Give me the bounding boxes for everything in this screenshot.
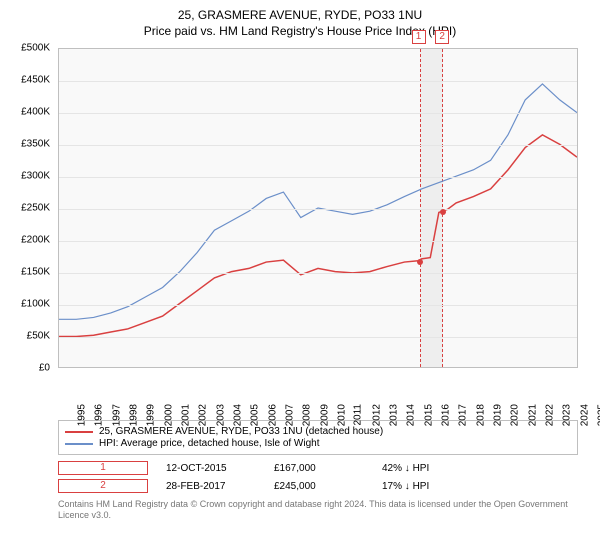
x-axis-label: 2023 xyxy=(562,404,573,426)
x-axis-label: 2019 xyxy=(492,404,503,426)
x-axis-label: 2007 xyxy=(284,404,295,426)
x-axis-label: 2008 xyxy=(302,404,313,426)
y-axis-label: £0 xyxy=(39,363,50,374)
y-axis-label: £400K xyxy=(21,107,50,118)
tx-date: 12-OCT-2015 xyxy=(166,463,256,474)
tx-date: 28-FEB-2017 xyxy=(166,481,256,492)
y-axis-label: £150K xyxy=(21,267,50,278)
chart-subtitle: Price paid vs. HM Land Registry's House … xyxy=(10,24,590,38)
chart-area: £0 £50K £100K £150K £200K £250K £300K £350K £400… xyxy=(10,44,590,414)
x-axis-label: 2017 xyxy=(458,404,469,426)
series-line xyxy=(59,84,577,319)
x-axis-label: 2013 xyxy=(388,404,399,426)
y-axis-label: £300K xyxy=(21,171,50,182)
x-axis-label: 2000 xyxy=(163,404,174,426)
x-axis-label: 2002 xyxy=(198,404,209,426)
x-axis-label: 2010 xyxy=(336,404,347,426)
footnote: Contains HM Land Registry data © Crown c… xyxy=(58,499,578,521)
y-axis-label: £350K xyxy=(21,139,50,150)
x-axis-label: 2005 xyxy=(250,404,261,426)
x-axis-label: 2015 xyxy=(423,404,434,426)
tx-price: £167,000 xyxy=(274,463,364,474)
data-point xyxy=(417,259,423,265)
x-axis-label: 2016 xyxy=(440,404,451,426)
marker-icon: 2 xyxy=(58,479,148,493)
callout-marker: 1 xyxy=(412,30,426,44)
callout-marker: 2 xyxy=(435,30,449,44)
x-axis-label: 2020 xyxy=(510,404,521,426)
y-axis-label: £200K xyxy=(21,235,50,246)
x-axis-label: 1998 xyxy=(128,404,139,426)
marker-icon: 1 xyxy=(58,461,148,475)
x-axis-label: 2003 xyxy=(215,404,226,426)
tx-delta: 17% ↓ HPI xyxy=(382,481,472,492)
y-axis-label: £100K xyxy=(21,299,50,310)
legend-label: HPI: Average price, detached house, Isle… xyxy=(99,438,320,449)
x-axis-label: 2009 xyxy=(319,404,330,426)
legend-item: 25, GRASMERE AVENUE, RYDE, PO33 1NU (det… xyxy=(65,426,571,437)
data-point xyxy=(440,209,446,215)
transaction-table: 1 12-OCT-2015 £167,000 42% ↓ HPI 2 28-FE… xyxy=(58,461,578,493)
table-row: 1 12-OCT-2015 £167,000 42% ↓ HPI xyxy=(58,461,578,475)
x-axis-label: 2022 xyxy=(544,404,555,426)
series-line xyxy=(59,135,577,337)
tx-price: £245,000 xyxy=(274,481,364,492)
x-axis-label: 2021 xyxy=(527,404,538,426)
legend-label: 25, GRASMERE AVENUE, RYDE, PO33 1NU (det… xyxy=(99,426,383,437)
x-axis-label: 1997 xyxy=(111,404,122,426)
legend-item: HPI: Average price, detached house, Isle… xyxy=(65,438,571,449)
y-axis-label: £250K xyxy=(21,203,50,214)
x-axis-label: 2001 xyxy=(180,404,191,426)
x-axis-label: 1999 xyxy=(146,404,157,426)
x-axis-label: 2011 xyxy=(353,404,364,426)
legend-swatch xyxy=(65,431,93,433)
table-row: 2 28-FEB-2017 £245,000 17% ↓ HPI xyxy=(58,479,578,493)
legend-swatch xyxy=(65,443,93,445)
y-axis-label: £450K xyxy=(21,75,50,86)
y-axis-label: £500K xyxy=(21,43,50,54)
chart-container: 25, GRASMERE AVENUE, RYDE, PO33 1NU Pric… xyxy=(0,0,600,525)
tx-delta: 42% ↓ HPI xyxy=(382,463,472,474)
x-axis-label: 2006 xyxy=(267,404,278,426)
x-axis-label: 2014 xyxy=(406,404,417,426)
x-axis-label: 1995 xyxy=(76,404,87,426)
x-axis-label: 2012 xyxy=(371,404,382,426)
line-canvas xyxy=(59,49,577,367)
x-axis-label: 2024 xyxy=(579,404,590,426)
x-axis-label: 2004 xyxy=(232,404,243,426)
x-axis-label: 2025 xyxy=(596,404,600,426)
y-axis-label: £50K xyxy=(27,331,50,342)
x-axis-label: 2018 xyxy=(475,404,486,426)
x-axis-label: 1996 xyxy=(94,404,105,426)
chart-title: 25, GRASMERE AVENUE, RYDE, PO33 1NU xyxy=(10,8,590,22)
plot-region xyxy=(58,48,578,368)
